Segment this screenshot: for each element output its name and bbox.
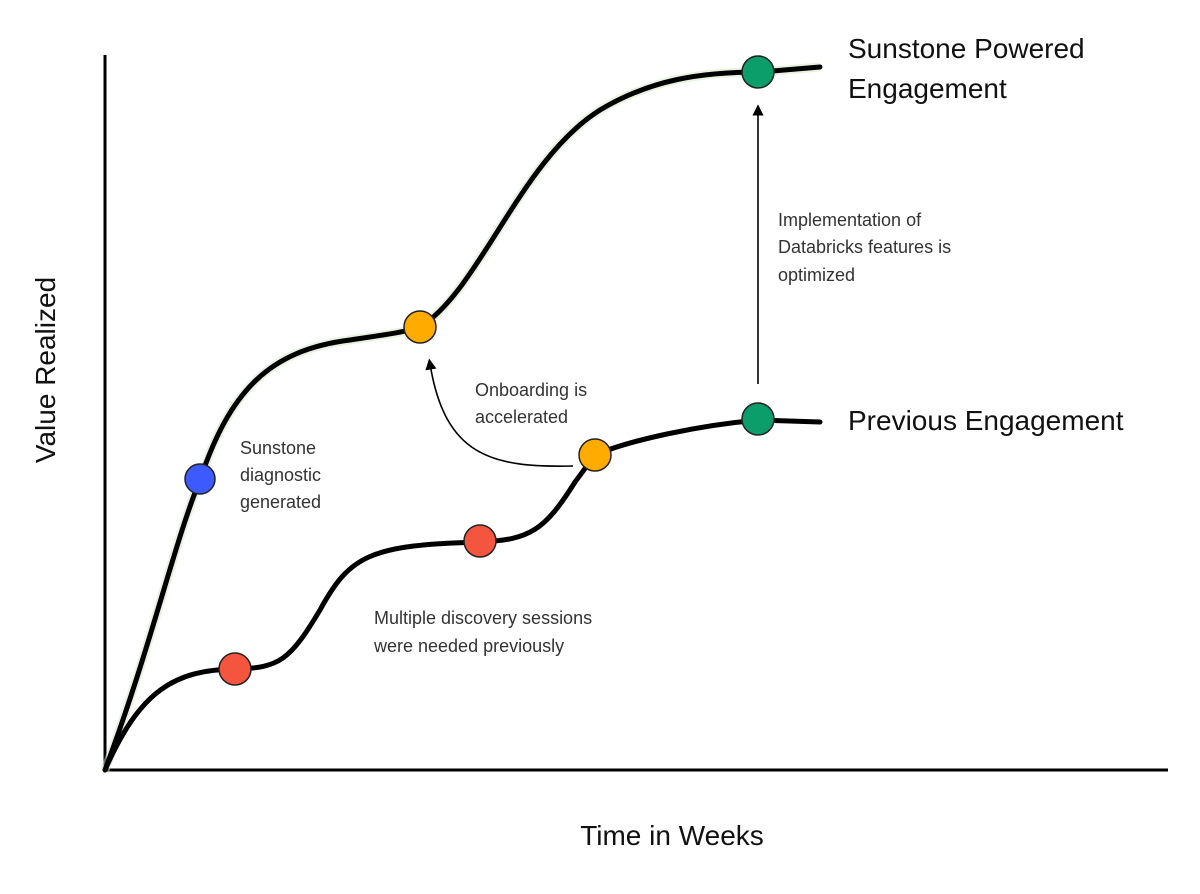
sunstone-end-marker [741,55,775,89]
onboarding-marker-upper [403,310,437,344]
y-axis-label: Value Realized [30,277,61,463]
previous-end-marker [741,402,775,436]
previous-series-label: Previous Engagement [848,405,1124,436]
sunstone-series-label: Sunstone Powered Engagement [848,33,1092,104]
discovery-annotation: Multiple discovery sessions were needed … [373,608,597,656]
discovery-marker-1 [218,652,252,686]
diagnostic-annotation: Sunstone diagnostic generated [240,438,326,512]
onboarding-marker-lower [578,438,612,472]
implementation-annotation: Implementation of Databricks features is… [778,210,956,285]
discovery-marker-2 [463,524,497,558]
sunstone-curve [102,64,823,773]
x-axis-label: Time in Weeks [580,820,764,851]
onboarding-annotation: Onboarding is accelerated [475,380,592,427]
onboarding-arrow [425,358,574,467]
previous-curve [102,417,823,773]
diagnostic-marker [184,463,216,495]
